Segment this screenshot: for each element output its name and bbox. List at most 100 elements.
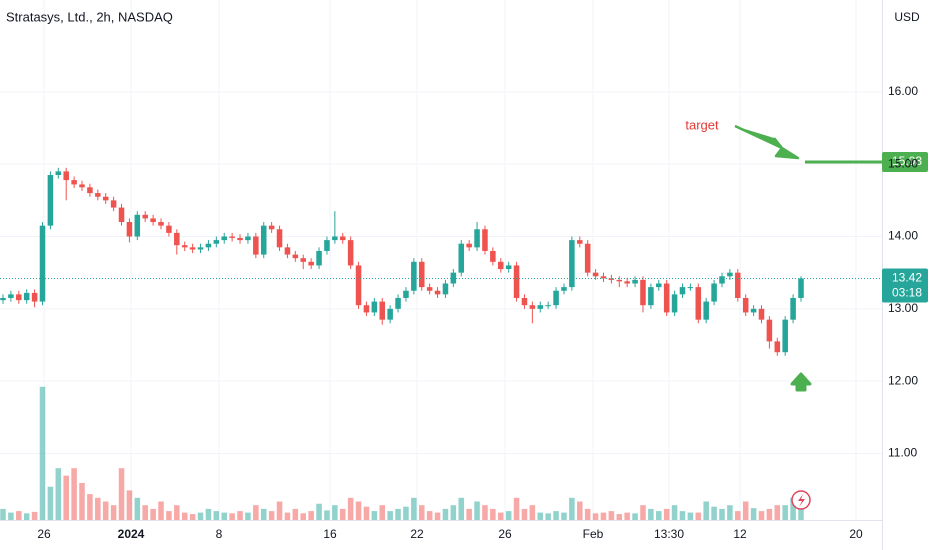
y-tick-label: 12.00 — [888, 373, 918, 387]
y-tick-label: 15.00 — [888, 156, 918, 170]
y-tick-label: 11.00 — [888, 446, 917, 460]
volume-bar — [308, 511, 314, 520]
volume — [0, 386, 804, 520]
volume-bar — [102, 501, 109, 520]
volume-bar — [584, 508, 591, 520]
volume-bar — [31, 511, 38, 520]
volume-bar — [411, 497, 417, 520]
volume-bar — [332, 505, 338, 520]
candle-body — [126, 222, 133, 237]
candle-body — [750, 308, 757, 313]
volume-bar — [79, 483, 85, 520]
currency[interactable]: USD — [894, 10, 920, 24]
candle-body — [687, 287, 694, 289]
candle-body — [102, 196, 109, 201]
volume-bar — [63, 475, 69, 520]
candle-body — [569, 240, 575, 288]
volume-bar — [703, 501, 709, 520]
volume-bar — [55, 468, 62, 520]
volume-bar — [158, 501, 164, 520]
candle-body — [47, 175, 54, 226]
volume-bar — [150, 508, 156, 520]
candle-body — [711, 283, 717, 302]
volume-bar — [181, 512, 188, 520]
candle-body — [553, 290, 559, 306]
candle-body — [166, 225, 172, 233]
y-tick-label: 14.00 — [888, 229, 918, 243]
volume-bar — [174, 505, 180, 520]
volume-bar — [608, 511, 615, 520]
candle-body — [474, 229, 480, 248]
volume-bar — [363, 506, 370, 520]
candle-body — [181, 245, 188, 248]
volume-bar — [442, 508, 449, 520]
volume-bar — [758, 511, 765, 520]
candle-body — [727, 272, 733, 277]
candle-body — [482, 229, 488, 251]
x-tick-label: 26 — [37, 527, 51, 541]
volume-bar — [0, 508, 6, 520]
volume-bar — [774, 505, 781, 520]
volume-bar — [616, 514, 623, 520]
candle-body — [39, 225, 46, 302]
candle-body — [505, 265, 512, 270]
candle-body — [798, 278, 804, 298]
candle-body — [292, 254, 299, 259]
volume-bar — [8, 512, 14, 520]
candle-body — [237, 237, 243, 241]
volume-bar — [205, 508, 212, 520]
y-tick-label: 13.00 — [888, 301, 918, 315]
candle-body — [332, 236, 338, 241]
candle-body — [561, 287, 567, 291]
volume-bar — [513, 497, 520, 520]
volume-bar — [339, 508, 346, 520]
volume-bar — [790, 497, 796, 520]
candle-body — [134, 214, 141, 237]
candle-body — [703, 301, 709, 320]
x-tick-label: 13:30 — [654, 527, 684, 541]
candle-body — [142, 214, 148, 219]
candle-body — [663, 283, 670, 313]
volume-bar — [497, 512, 504, 520]
chart-title: Stratasys, Ltd., 2h, NASDAQ — [6, 9, 173, 24]
volume-bar — [253, 505, 259, 520]
candle-body — [742, 297, 749, 313]
candle-body — [537, 305, 544, 309]
candle-body — [300, 258, 307, 262]
volume-bar — [403, 506, 409, 520]
volume-bar — [166, 511, 172, 520]
candle-body — [458, 243, 465, 273]
volume-bar — [229, 513, 235, 520]
candle-body — [758, 308, 765, 320]
candle-body — [608, 278, 615, 280]
candle-body — [624, 281, 630, 284]
candle-body — [245, 236, 251, 241]
volume-bar — [600, 512, 607, 520]
volume-bar — [624, 512, 630, 520]
candle-body — [719, 276, 725, 284]
candle-body — [316, 250, 322, 266]
volume-bar — [39, 386, 46, 520]
volume-bar — [387, 511, 393, 520]
volume-bar — [450, 505, 457, 520]
candle-body — [679, 287, 686, 295]
volume-bar — [395, 508, 401, 520]
volume-bar — [735, 511, 741, 520]
candle-body — [276, 229, 283, 248]
volume-bar — [474, 501, 480, 520]
candle-body — [16, 294, 22, 301]
candle-body — [379, 301, 386, 320]
candle-body — [592, 272, 599, 277]
candle-body — [71, 180, 77, 185]
candle-body — [63, 171, 69, 181]
up-arrow — [790, 372, 812, 392]
volume-bar — [316, 503, 322, 520]
volume-bar — [189, 514, 196, 520]
x-tick-label: 8 — [216, 527, 223, 541]
volume-bar — [553, 511, 559, 520]
candle-body — [308, 261, 314, 266]
candle-body — [23, 292, 30, 301]
volume-bar — [134, 497, 141, 520]
